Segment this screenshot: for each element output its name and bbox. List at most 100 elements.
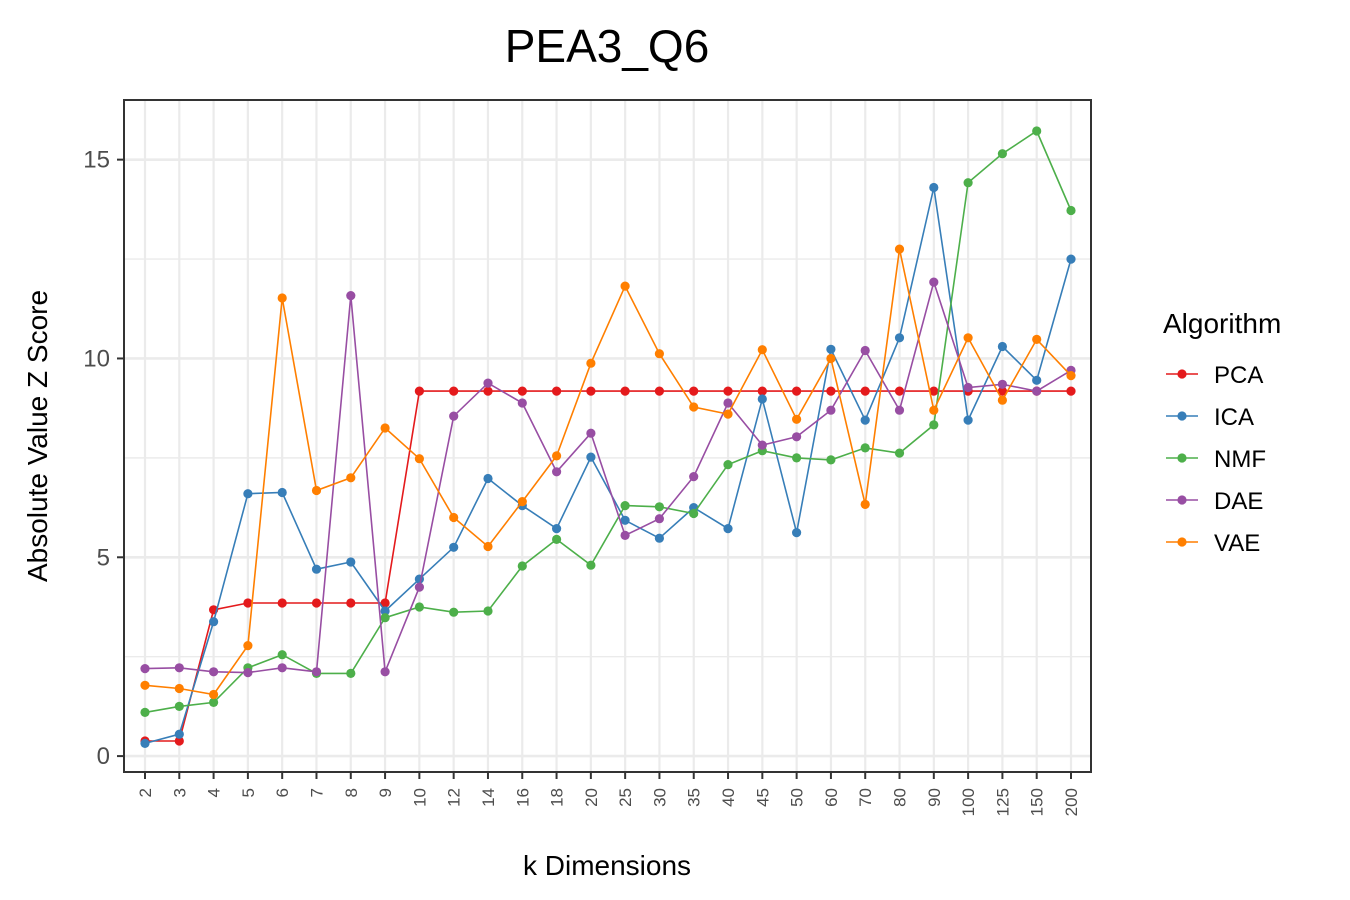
data-point <box>792 386 802 396</box>
data-point <box>929 405 939 415</box>
y-axis-title: Absolute Value Z Score <box>22 290 53 582</box>
legend-label: PCA <box>1214 362 1263 389</box>
x-tick-label: 30 <box>650 788 669 807</box>
data-point <box>929 277 939 287</box>
data-point <box>449 512 459 523</box>
data-point <box>997 395 1008 405</box>
x-tick-label: 25 <box>616 788 635 807</box>
data-point <box>1032 126 1042 136</box>
data-point <box>243 598 253 608</box>
data-point <box>894 333 905 343</box>
data-point <box>723 398 733 408</box>
data-point <box>723 460 733 470</box>
data-point <box>380 613 390 623</box>
data-point <box>140 738 150 749</box>
x-tick-label: 6 <box>273 788 292 797</box>
legend-title: Algorithm <box>1163 308 1281 339</box>
data-point <box>449 411 459 421</box>
data-point <box>174 701 184 712</box>
data-point <box>963 415 973 425</box>
data-point <box>483 473 493 484</box>
data-point <box>826 455 836 465</box>
legend: Algorithm PCA ICA NMF DAE VAE <box>1163 308 1281 557</box>
data-point <box>346 473 356 483</box>
data-point <box>483 541 493 552</box>
data-point <box>209 617 219 627</box>
y-tick-label: 10 <box>83 345 110 372</box>
data-point <box>174 736 184 746</box>
data-point <box>552 386 562 396</box>
x-tick-label: 40 <box>719 788 738 807</box>
data-point <box>757 440 767 450</box>
legend-key-point <box>1177 411 1187 421</box>
data-point <box>243 641 253 651</box>
data-point <box>517 398 527 408</box>
data-point <box>963 333 973 343</box>
series-pca <box>140 386 1076 746</box>
x-axis: 2 3 4 5 6 7 8 9 10 12 14 16 18 20 25 30 35 40 45 50 60 70 80 90… <box>136 772 1081 816</box>
data-point <box>689 472 699 482</box>
series-lines <box>140 126 1076 749</box>
legend-item-nmf: NMF <box>1166 446 1266 473</box>
legend-label: ICA <box>1214 404 1254 431</box>
x-tick-label: 35 <box>685 788 704 807</box>
data-point <box>894 386 905 396</box>
data-point <box>380 598 390 608</box>
x-tick-label: 7 <box>307 788 326 797</box>
x-tick-label: 20 <box>582 788 601 807</box>
data-point <box>483 386 493 396</box>
series-line-pca <box>145 390 1071 742</box>
data-point <box>483 606 493 616</box>
series-nmf <box>140 126 1076 718</box>
data-point <box>140 664 150 674</box>
legend-key-point <box>1177 453 1187 463</box>
legend-item-vae: VAE <box>1166 530 1260 557</box>
series-dae <box>140 277 1076 678</box>
data-point <box>689 508 699 519</box>
data-point <box>414 574 424 584</box>
data-point <box>860 499 870 509</box>
x-tick-label: 14 <box>479 788 498 807</box>
data-point <box>723 386 733 396</box>
legend-item-pca: PCA <box>1166 362 1263 389</box>
x-tick-label: 16 <box>513 788 532 807</box>
data-point <box>380 423 390 433</box>
data-point <box>277 650 287 660</box>
series-ica <box>140 182 1076 749</box>
data-point <box>997 341 1008 352</box>
data-point <box>174 729 184 739</box>
data-point <box>894 405 905 415</box>
data-point <box>586 452 596 462</box>
data-point <box>243 489 253 499</box>
data-point <box>997 379 1008 389</box>
data-point <box>826 353 836 364</box>
data-point <box>552 524 562 534</box>
data-point <box>552 467 562 477</box>
data-point <box>346 557 356 567</box>
data-point <box>517 386 527 396</box>
data-point <box>311 598 322 608</box>
data-point <box>689 402 699 412</box>
plot-border <box>123 99 1092 773</box>
legend-key-point <box>1177 369 1187 379</box>
y-tick-label: 15 <box>83 147 110 174</box>
data-point <box>552 534 562 545</box>
data-point <box>140 680 150 690</box>
data-point <box>311 564 322 574</box>
x-tick-label: 8 <box>342 788 361 797</box>
data-point <box>414 602 424 612</box>
series-line-ica <box>144 187 1072 745</box>
data-point <box>1032 386 1042 396</box>
data-point <box>380 667 390 677</box>
data-point <box>209 689 219 700</box>
data-point <box>414 454 424 464</box>
x-tick-label: 125 <box>993 788 1012 816</box>
data-point <box>209 697 219 708</box>
x-tick-label: 9 <box>376 788 395 797</box>
data-point <box>586 386 596 396</box>
data-point <box>963 178 973 188</box>
data-point <box>757 394 767 404</box>
data-point <box>483 378 493 388</box>
x-tick-label: 70 <box>856 788 875 807</box>
x-tick-label: 2 <box>136 788 155 797</box>
